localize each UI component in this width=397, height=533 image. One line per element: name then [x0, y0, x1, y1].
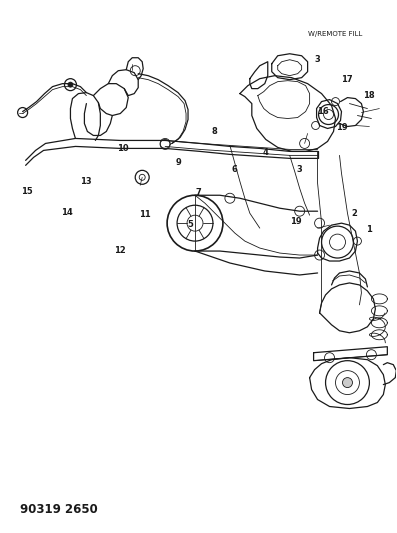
Text: 4: 4 [263, 148, 269, 157]
Circle shape [68, 82, 73, 87]
Text: 8: 8 [212, 126, 217, 135]
Text: 6: 6 [231, 165, 237, 174]
Text: 3: 3 [297, 165, 302, 174]
Text: 90319 2650: 90319 2650 [21, 503, 98, 516]
Text: 17: 17 [341, 75, 353, 84]
Text: 14: 14 [61, 208, 73, 217]
Text: 3: 3 [314, 55, 320, 64]
Text: 18: 18 [363, 91, 374, 100]
Text: 19: 19 [336, 123, 347, 132]
Text: W/REMOTE FILL: W/REMOTE FILL [308, 31, 362, 37]
Circle shape [343, 377, 353, 387]
Text: 9: 9 [176, 158, 181, 167]
Text: 15: 15 [21, 187, 32, 196]
Text: 12: 12 [114, 246, 126, 255]
Text: 19: 19 [290, 217, 301, 226]
Text: 10: 10 [118, 144, 129, 153]
Text: 11: 11 [139, 210, 151, 219]
Text: 7: 7 [196, 188, 201, 197]
Text: 16: 16 [317, 107, 329, 116]
Text: 13: 13 [80, 177, 92, 186]
Text: 1: 1 [366, 225, 372, 234]
Text: 2: 2 [352, 209, 358, 218]
Text: 5: 5 [188, 220, 193, 229]
